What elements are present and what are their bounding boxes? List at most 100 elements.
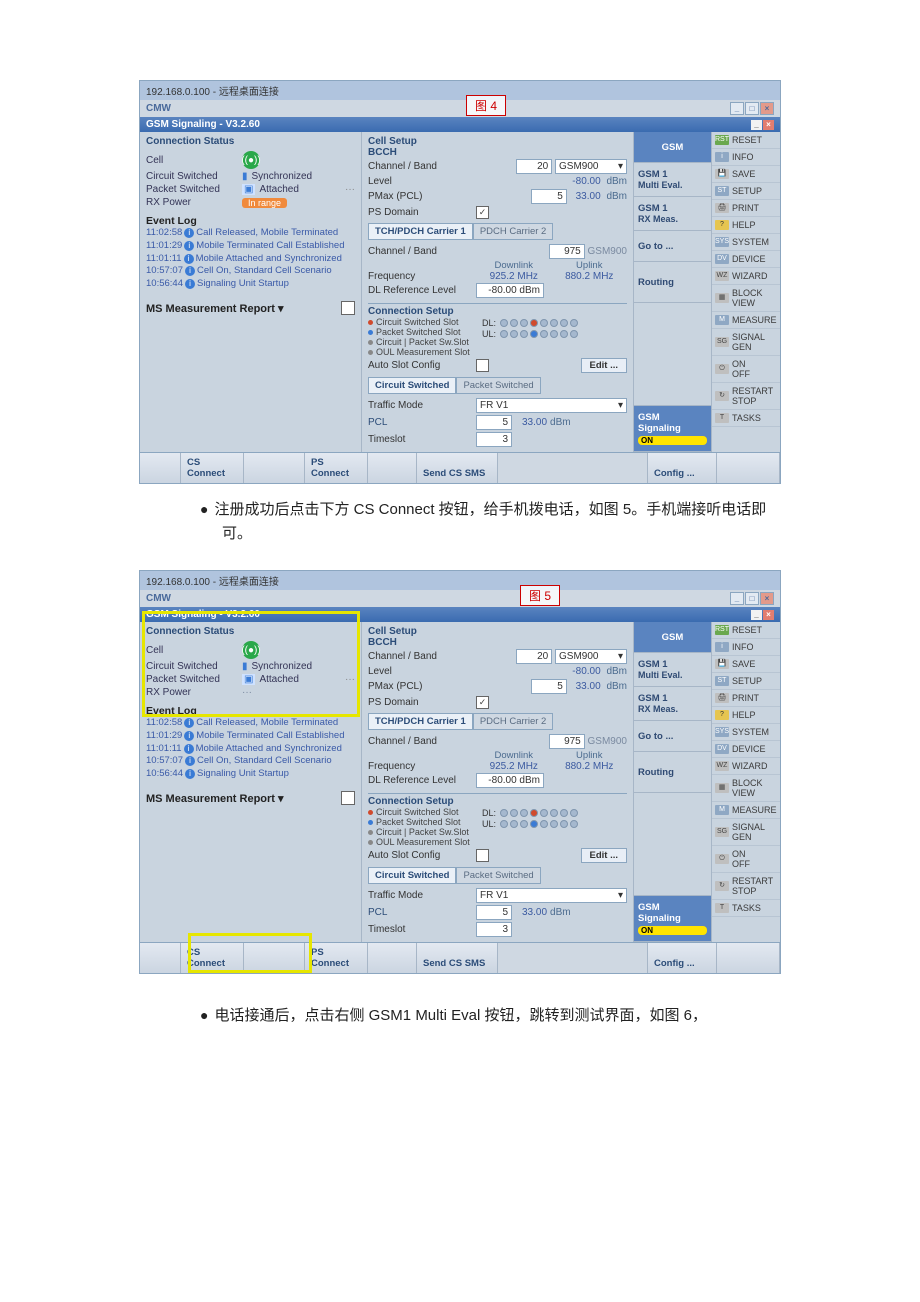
signaling-status[interactable]: GSMSignaling ON xyxy=(634,896,711,942)
cs-connect-button[interactable]: CSConnect xyxy=(181,943,244,973)
setup-button[interactable]: STSETUP xyxy=(712,673,780,690)
chband2-value[interactable]: 975 xyxy=(549,244,585,259)
signalgen-button[interactable]: SGSIGNALGEN xyxy=(712,819,780,846)
timeslot-value[interactable]: 3 xyxy=(476,432,512,447)
print-button[interactable]: 🖨PRINT xyxy=(712,200,780,217)
send-cs-sms-button[interactable]: Send CS SMS xyxy=(417,943,498,973)
info-button[interactable]: iINFO xyxy=(712,639,780,656)
config-button[interactable]: Config ... xyxy=(648,453,717,483)
chband-combo[interactable]: GSM900▾ xyxy=(555,159,627,174)
pmax-value[interactable]: 5 xyxy=(531,679,567,694)
save-button[interactable]: 💾SAVE xyxy=(712,166,780,183)
blockview-button[interactable]: ▦BLOCKVIEW xyxy=(712,285,780,312)
info-icon: i xyxy=(184,254,194,264)
sub-close-icon[interactable]: × xyxy=(763,610,774,620)
chband-value[interactable]: 20 xyxy=(516,649,552,664)
autoslot-label: Auto Slot Config xyxy=(368,850,476,861)
save-button[interactable]: 💾SAVE xyxy=(712,656,780,673)
cs-tab[interactable]: Circuit Switched xyxy=(368,377,456,394)
goto-button[interactable]: Go to ... xyxy=(634,721,711,752)
system-button[interactable]: SYSSYSTEM xyxy=(712,724,780,741)
routing-button[interactable]: Routing xyxy=(634,262,711,303)
info-button[interactable]: iINFO xyxy=(712,149,780,166)
ms-expand-icon[interactable] xyxy=(341,301,355,315)
figure-5-window: 图 5 192.168.0.100 - 远程桌面连接 CMW _ □ × GSM… xyxy=(139,570,781,974)
traffic-combo[interactable]: FR V1▾ xyxy=(476,398,627,413)
measure-button[interactable]: MMEASURE xyxy=(712,802,780,819)
timeslot-value[interactable]: 3 xyxy=(476,922,512,937)
maximize-icon[interactable]: □ xyxy=(745,592,759,605)
chband-value[interactable]: 20 xyxy=(516,159,552,174)
traffic-combo[interactable]: FR V1▾ xyxy=(476,888,627,903)
dlref-value[interactable]: -80.00 dBm xyxy=(476,283,544,298)
wizard-button[interactable]: WZWIZARD xyxy=(712,758,780,775)
ps-connect-button[interactable]: PSConnect xyxy=(305,453,368,483)
minimize-icon[interactable]: _ xyxy=(730,102,744,115)
restart-button[interactable]: ↻RESTARTSTOP xyxy=(712,383,780,410)
chband2-label: Channel / Band xyxy=(368,246,476,257)
edit-button[interactable]: Edit ... xyxy=(581,848,628,863)
ps-tab[interactable]: Packet Switched xyxy=(456,377,540,394)
config-button[interactable]: Config ... xyxy=(648,943,717,973)
gsm-tab[interactable]: GSM xyxy=(634,622,711,653)
min-icon[interactable]: _ xyxy=(751,610,762,620)
measure-button[interactable]: MMEASURE xyxy=(712,312,780,329)
onoff-button[interactable]: ⏻ONOFF xyxy=(712,356,780,383)
autoslot-checkbox[interactable] xyxy=(476,359,489,372)
minimize-icon[interactable]: _ xyxy=(730,592,744,605)
pmax-value[interactable]: 5 xyxy=(531,189,567,204)
tch-tab[interactable]: TCH/PDCH Carrier 1 xyxy=(368,713,473,730)
chband-combo[interactable]: GSM900▾ xyxy=(555,649,627,664)
pcl-value[interactable]: 5 xyxy=(476,415,512,430)
wizard-button[interactable]: WZWIZARD xyxy=(712,268,780,285)
print-button[interactable]: 🖨PRINT xyxy=(712,690,780,707)
ms-report-title[interactable]: MS Measurement Report ▾ xyxy=(146,792,284,805)
close-icon[interactable]: × xyxy=(760,592,774,605)
help-button[interactable]: ?HELP xyxy=(712,707,780,724)
reset-button[interactable]: RSTRESET xyxy=(712,622,780,639)
sub-close-icon[interactable]: × xyxy=(763,120,774,130)
gsm1-rxmeas-button[interactable]: GSM 1RX Meas. xyxy=(634,687,711,721)
cs-connect-button[interactable]: CSConnect xyxy=(181,453,244,483)
tasks-button[interactable]: TTASKS xyxy=(712,410,780,427)
reset-button[interactable]: RSTRESET xyxy=(712,132,780,149)
tasks-button[interactable]: TTASKS xyxy=(712,900,780,917)
signalgen-button[interactable]: SGSIGNALGEN xyxy=(712,329,780,356)
autoslot-checkbox[interactable] xyxy=(476,849,489,862)
ms-report-title[interactable]: MS Measurement Report ▾ xyxy=(146,302,284,315)
device-button[interactable]: DVDEVICE xyxy=(712,251,780,268)
psdomain-checkbox[interactable] xyxy=(476,696,489,709)
close-icon[interactable]: × xyxy=(760,102,774,115)
pdch2-tab[interactable]: PDCH Carrier 2 xyxy=(473,223,554,240)
goto-button[interactable]: Go to ... xyxy=(634,231,711,262)
blockview-button[interactable]: ▦BLOCKVIEW xyxy=(712,775,780,802)
help-button[interactable]: ?HELP xyxy=(712,217,780,234)
edit-button[interactable]: Edit ... xyxy=(581,358,628,373)
subtitle-text: GSM Signaling - V3.2.60 xyxy=(146,119,260,130)
gsm1-multieval-button[interactable]: GSM 1Multi Eval. xyxy=(634,653,711,687)
ps-connect-button[interactable]: PSConnect xyxy=(305,943,368,973)
gsm1-multieval-button[interactable]: GSM 1Multi Eval. xyxy=(634,163,711,197)
min-icon[interactable]: _ xyxy=(751,120,762,130)
ps-tab[interactable]: Packet Switched xyxy=(456,867,540,884)
maximize-icon[interactable]: □ xyxy=(745,102,759,115)
pdch2-tab[interactable]: PDCH Carrier 2 xyxy=(473,713,554,730)
psdomain-checkbox[interactable] xyxy=(476,206,489,219)
system-button[interactable]: SYSSYSTEM xyxy=(712,234,780,251)
restart-button[interactable]: ↻RESTARTSTOP xyxy=(712,873,780,900)
cs-tab[interactable]: Circuit Switched xyxy=(368,867,456,884)
gsm-tab[interactable]: GSM xyxy=(634,132,711,163)
signaling-status[interactable]: GSMSignaling ON xyxy=(634,406,711,452)
gsm1-rxmeas-button[interactable]: GSM 1RX Meas. xyxy=(634,197,711,231)
device-button[interactable]: DVDEVICE xyxy=(712,741,780,758)
ms-expand-icon[interactable] xyxy=(341,791,355,805)
dlref-value[interactable]: -80.00 dBm xyxy=(476,773,544,788)
subtitle-controls: _ × xyxy=(751,610,774,620)
onoff-button[interactable]: ⏻ONOFF xyxy=(712,846,780,873)
tch-tab[interactable]: TCH/PDCH Carrier 1 xyxy=(368,223,473,240)
pcl-value[interactable]: 5 xyxy=(476,905,512,920)
routing-button[interactable]: Routing xyxy=(634,752,711,793)
send-cs-sms-button[interactable]: Send CS SMS xyxy=(417,453,498,483)
setup-button[interactable]: STSETUP xyxy=(712,183,780,200)
chband2-value[interactable]: 975 xyxy=(549,734,585,749)
